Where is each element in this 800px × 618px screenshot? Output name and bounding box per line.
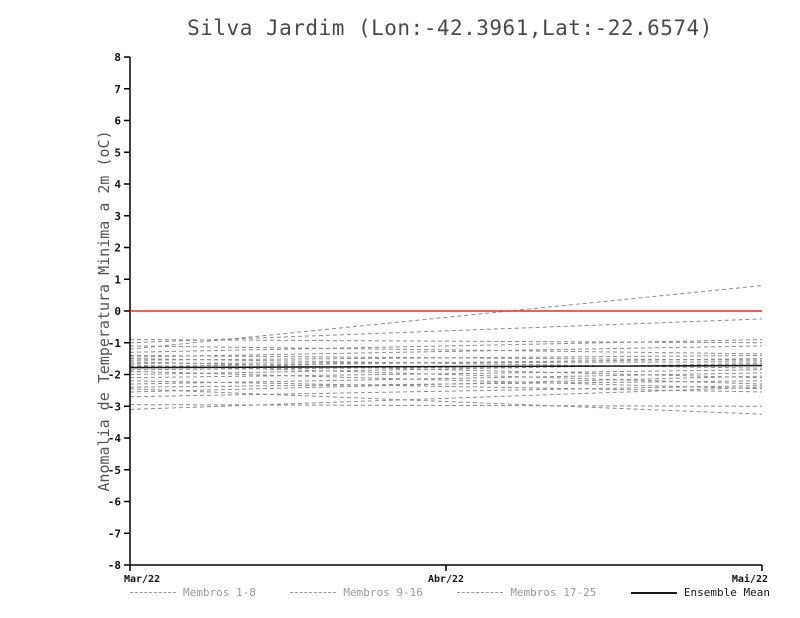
y-tick-label: 7 (114, 83, 121, 96)
x-tick-label: Abr/22 (428, 574, 464, 585)
legend-label: Membros 1-8 (183, 586, 256, 599)
y-tick-label: -8 (108, 559, 121, 572)
legend-label: Membros 17-25 (510, 586, 597, 599)
chart-title: Silva Jardim (Lon:-42.3961,Lat:-22.6574) (187, 16, 713, 40)
y-tick-label: -4 (108, 432, 122, 445)
legend-label: Membros 9-16 (343, 586, 423, 599)
y-tick-label: 1 (114, 273, 121, 286)
y-tick-label: -3 (108, 400, 121, 413)
legend-item: Membros 17-25 (457, 586, 596, 599)
legend-item: Membros 9-16 (290, 586, 423, 599)
dashed-line-sample (290, 592, 337, 593)
y-tick-label: 2 (114, 242, 121, 255)
legend-item: Membros 1-8 (130, 586, 256, 599)
y-tick-label: -5 (108, 464, 121, 477)
dashed-line-sample (457, 592, 504, 593)
y-tick-label: 8 (114, 51, 121, 64)
x-tick-label: Mai/22 (732, 573, 768, 585)
legend-item: Ensemble Mean (630, 586, 770, 599)
legend: Membros 1-8 Membros 9-16 Membros 17-25 Ense… (130, 586, 770, 599)
y-tick-label: 5 (114, 146, 121, 159)
y-tick-label: 4 (114, 178, 121, 191)
y-tick-label: 0 (114, 305, 121, 318)
y-tick-label: -7 (108, 527, 121, 540)
dashed-line-sample (130, 592, 176, 593)
legend-label: Ensemble Mean (683, 586, 770, 599)
y-tick-label: 6 (114, 115, 121, 128)
x-tick-label: Mar/22 (124, 574, 160, 585)
y-tick-label: -6 (108, 496, 122, 509)
y-tick-label: 3 (114, 210, 121, 223)
solid-line-sample (630, 591, 677, 594)
y-tick-label: -2 (108, 369, 121, 382)
y-tick-label: -1 (108, 337, 122, 350)
